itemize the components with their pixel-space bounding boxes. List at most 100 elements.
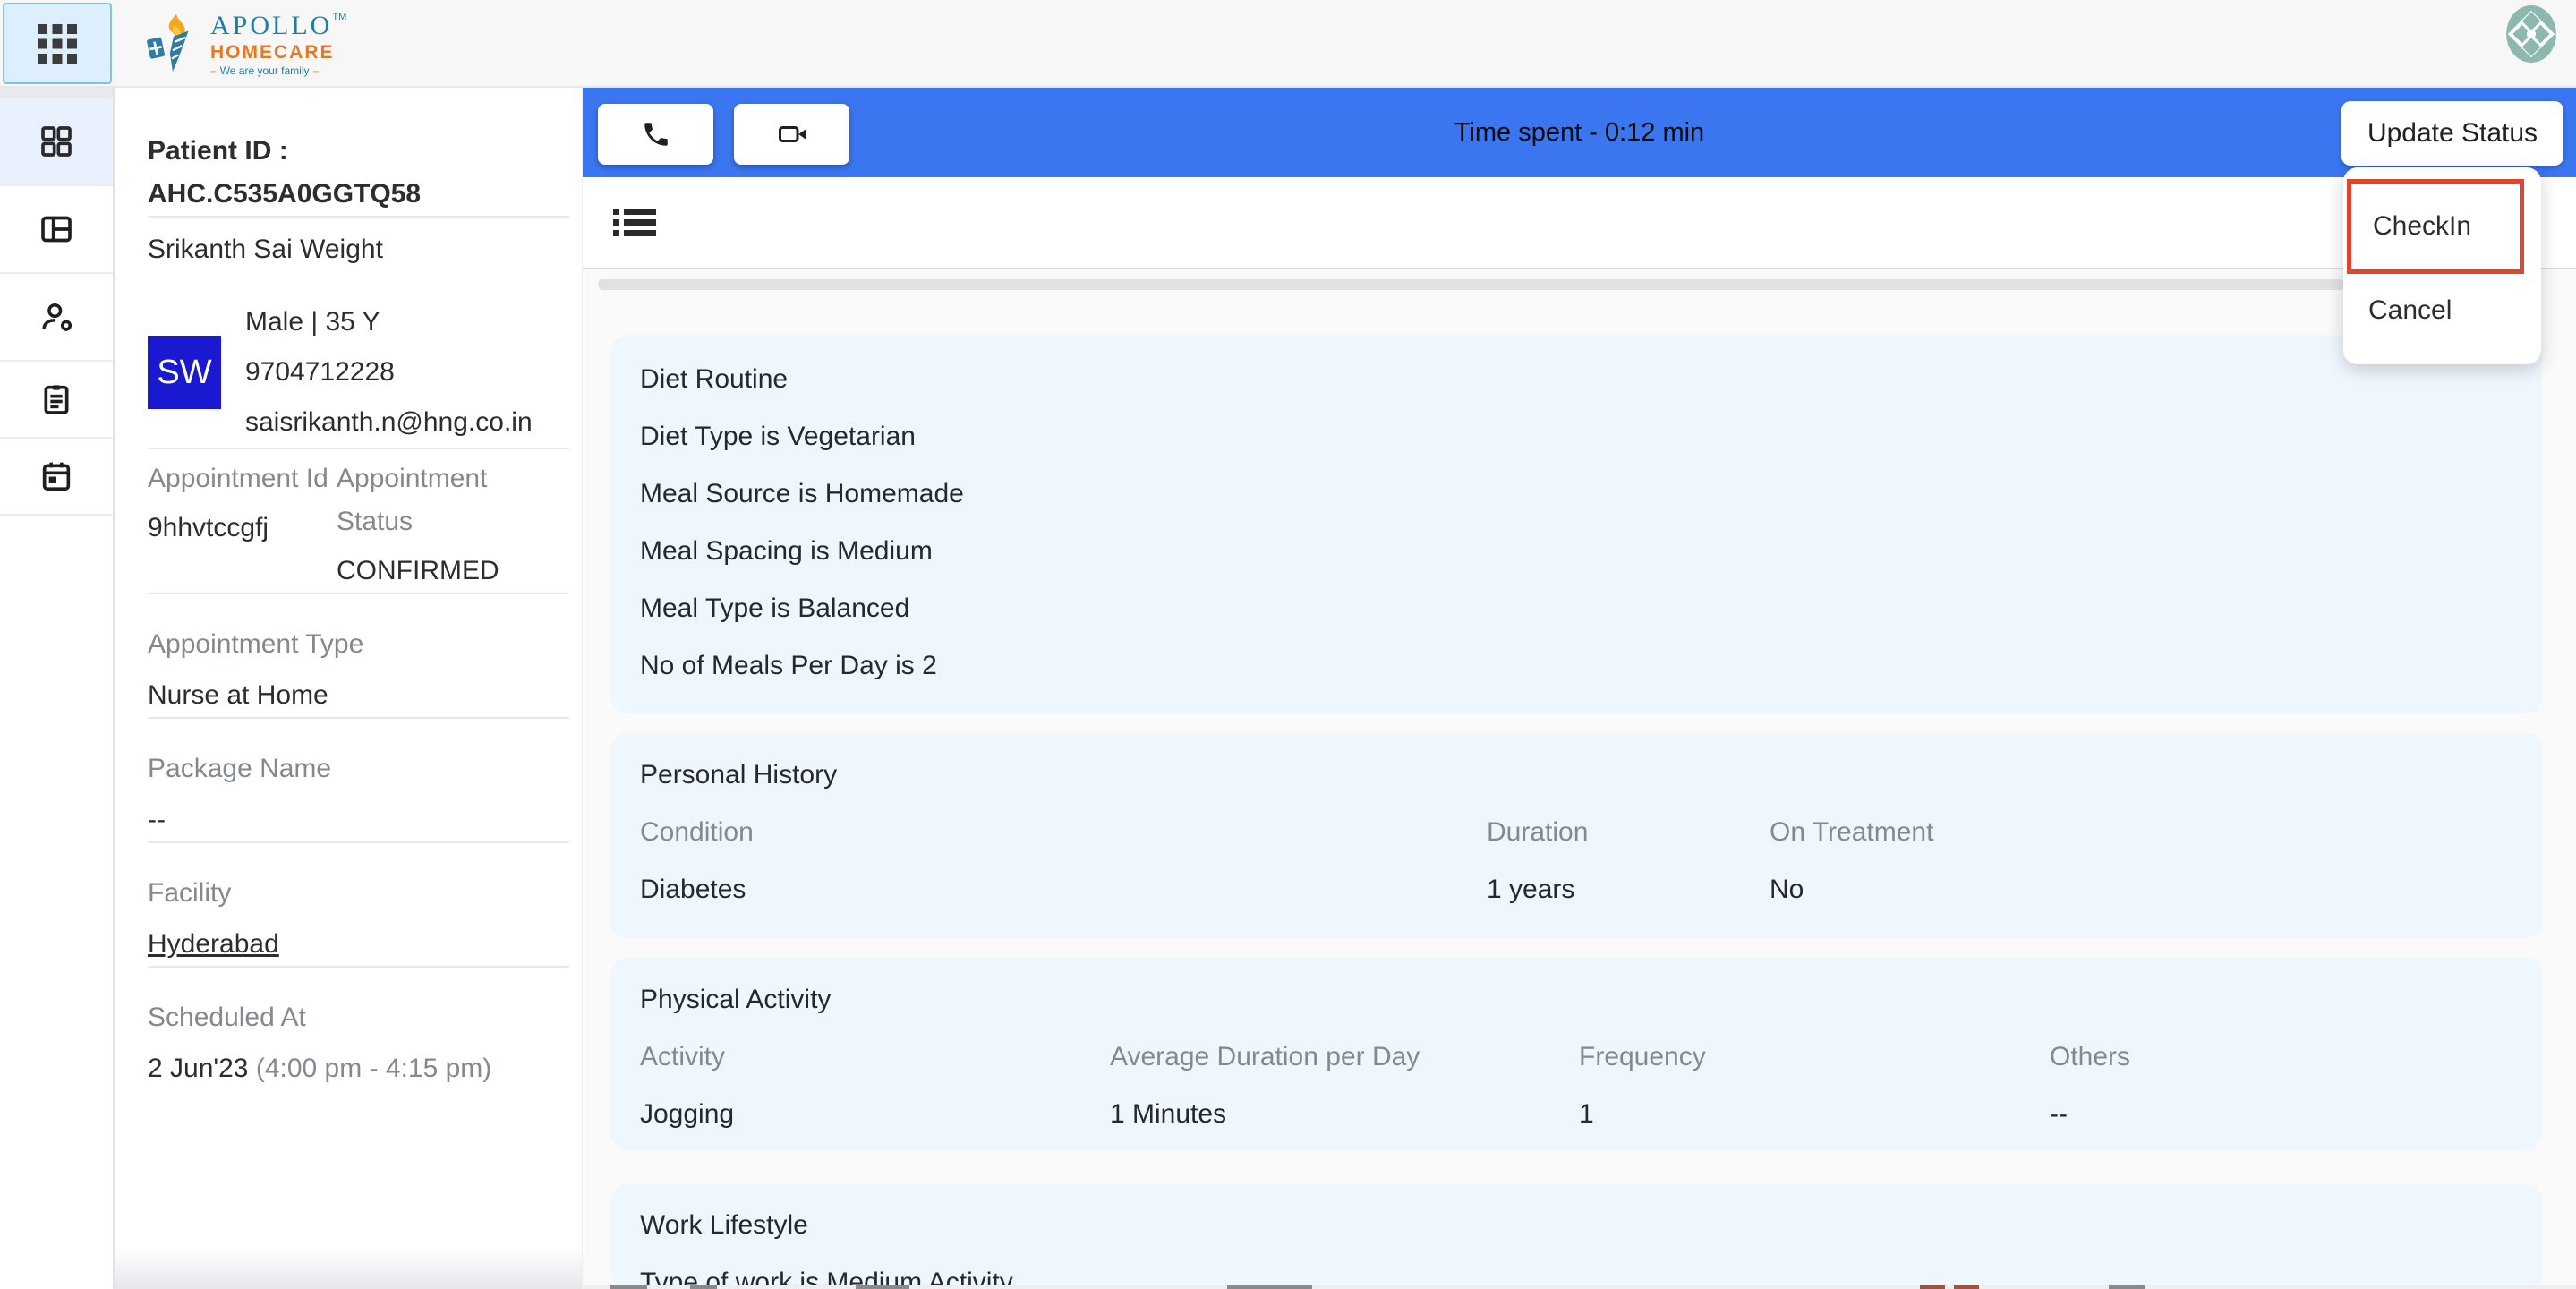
appointment-id-label: Appointment Id <box>148 464 328 493</box>
appointment-type-label: Appointment Type <box>148 629 364 659</box>
column-label: Others <box>2050 1042 2131 1071</box>
scheduled-date: 2 Jun'23 <box>148 1054 249 1083</box>
column-label: On Treatment <box>1770 817 1934 847</box>
divider <box>148 448 569 449</box>
logo-trademark: TM <box>332 11 347 22</box>
diet-line: Diet Type is Vegetarian <box>640 422 916 451</box>
profile-avatar[interactable] <box>2505 4 2557 64</box>
section-title: Physical Activity <box>640 985 832 1014</box>
work-line: Type of work is Medium Activity <box>640 1268 1013 1289</box>
view-list-icon[interactable] <box>613 208 656 238</box>
clipboard-icon <box>38 381 74 417</box>
rail-divider <box>0 272 113 274</box>
panel-bottom-fade <box>115 1248 582 1289</box>
appointment-status-value: CONFIRMED <box>337 556 499 585</box>
column-label: Average Duration per Day <box>1110 1042 1420 1071</box>
patient-phone: 9704712228 <box>245 357 395 387</box>
video-call-button[interactable] <box>734 104 849 165</box>
patient-contact-row: SW Male | 35 Y 9704712228 saisrikanth.n@… <box>148 297 569 448</box>
voice-call-button[interactable] <box>598 104 713 165</box>
sidebar-item-dashboard[interactable] <box>0 98 113 184</box>
logo-tagline: – We are your family – <box>210 64 320 77</box>
divider <box>148 216 569 218</box>
apollo-torch-icon <box>146 12 201 76</box>
sidebar-item-manage-accounts[interactable] <box>0 274 113 360</box>
section-title: Diet Routine <box>640 364 789 394</box>
diet-line: Meal Type is Balanced <box>640 593 910 623</box>
patient-email: saisrikanth.n@hng.co.in <box>245 407 533 437</box>
scheduled-at-value: 2 Jun'23 (4:00 pm - 4:15 pm) <box>148 1047 569 1090</box>
column-label: Condition <box>640 817 754 847</box>
appointment-status-label: Appointment Status <box>337 464 488 536</box>
column-value: No <box>1770 875 1804 904</box>
section-title: Personal History <box>640 760 838 790</box>
diet-line: Meal Spacing is Medium <box>640 536 933 566</box>
toolbar-row <box>583 177 2576 268</box>
sidebar-item-calendar[interactable] <box>0 439 113 514</box>
update-status-dropdown: CheckIn Cancel <box>2343 167 2541 364</box>
patient-avatar: SW <box>148 336 221 409</box>
column-label: Duration <box>1487 817 1589 847</box>
column-value: 1 years <box>1487 875 1575 904</box>
appointment-id-value: 9hhvtccgfj <box>148 513 269 542</box>
calendar-icon <box>38 458 74 494</box>
content-divider <box>583 268 2576 269</box>
work-lifestyle-card: Work Lifestyle Type of work is Medium Ac… <box>611 1184 2542 1289</box>
update-status-button[interactable]: Update Status <box>2341 101 2563 166</box>
patient-id-value: AHC.C535A0GGTQ58 <box>148 179 422 209</box>
section-title: Work Lifestyle <box>640 1210 808 1240</box>
appointment-type-value: Nurse at Home <box>148 680 328 710</box>
diet-line: Meal Source is Homemade <box>640 479 964 508</box>
logo-homecare-text: HOMECARE <box>210 41 335 63</box>
menu-item-checkin[interactable]: CheckIn <box>2347 179 2524 274</box>
column-value: 1 Minutes <box>1110 1099 1227 1129</box>
package-name-label: Package Name <box>148 754 332 783</box>
facility-link[interactable]: Hyderabad <box>148 929 279 959</box>
divider <box>148 841 569 843</box>
videocam-icon <box>776 118 808 150</box>
column-value: -- <box>2050 1099 2068 1129</box>
column-value: Jogging <box>640 1099 735 1129</box>
left-icon-rail <box>0 88 115 1289</box>
patient-demographics: Male | 35 Y <box>245 307 380 337</box>
column-label: Frequency <box>1579 1042 1706 1071</box>
physical-activity-card: Physical Activity Activity Average Durat… <box>611 958 2542 1150</box>
rail-divider <box>0 184 113 186</box>
top-bar: APOLLOTM HOMECARE – We are your family – <box>0 0 2576 88</box>
personal-history-card: Personal History Condition Duration On T… <box>611 733 2542 938</box>
apollo-homecare-logo: APOLLOTM HOMECARE – We are your family – <box>146 9 346 79</box>
menu-item-cancel[interactable]: Cancel <box>2368 295 2452 325</box>
main-content: Time spent - 0:12 min Update Status <box>583 88 2576 1289</box>
manage-accounts-icon <box>38 298 75 336</box>
sidebar-item-tasks[interactable] <box>0 362 113 437</box>
column-value: Diabetes <box>640 875 746 904</box>
column-label: Activity <box>640 1042 726 1071</box>
call-bar: Time spent - 0:12 min Update Status <box>583 88 2576 177</box>
diet-line: No of Meals Per Day is 2 <box>640 651 937 680</box>
facility-label: Facility <box>148 878 232 908</box>
rail-divider <box>0 360 113 362</box>
diet-routine-card: Diet Routine Diet Type is Vegetarian Mea… <box>611 335 2542 713</box>
rail-top-divider <box>0 88 113 98</box>
rail-divider <box>0 514 113 516</box>
horizontal-scrollbar[interactable] <box>598 279 2345 290</box>
patient-info-panel: Patient ID : AHC.C535A0GGTQ58 Srikanth S… <box>115 88 583 1289</box>
logo-wordmark: APOLLOTM <box>210 10 347 40</box>
time-spent-text: Time spent - 0:12 min <box>1454 118 1705 147</box>
sidebar-item-layout[interactable] <box>0 186 113 272</box>
dashboard-grid-icon <box>38 124 74 159</box>
appointment-summary: Appointment Id 9hhvtccgfj Appointment St… <box>148 457 569 593</box>
logo-apollo-text: APOLLO <box>210 10 333 40</box>
scheduled-time: (4:00 pm - 4:15 pm) <box>255 1054 492 1083</box>
layout-columns-icon <box>38 211 74 247</box>
apps-grid-icon <box>38 23 77 64</box>
divider <box>148 593 569 594</box>
apps-menu-button[interactable] <box>3 3 112 84</box>
rail-divider <box>0 437 113 439</box>
divider <box>148 717 569 719</box>
phone-icon <box>641 119 671 149</box>
clipped-bottom-content <box>583 1285 2576 1289</box>
column-value: 1 <box>1579 1099 1594 1129</box>
scheduled-at-label: Scheduled At <box>148 1003 306 1032</box>
